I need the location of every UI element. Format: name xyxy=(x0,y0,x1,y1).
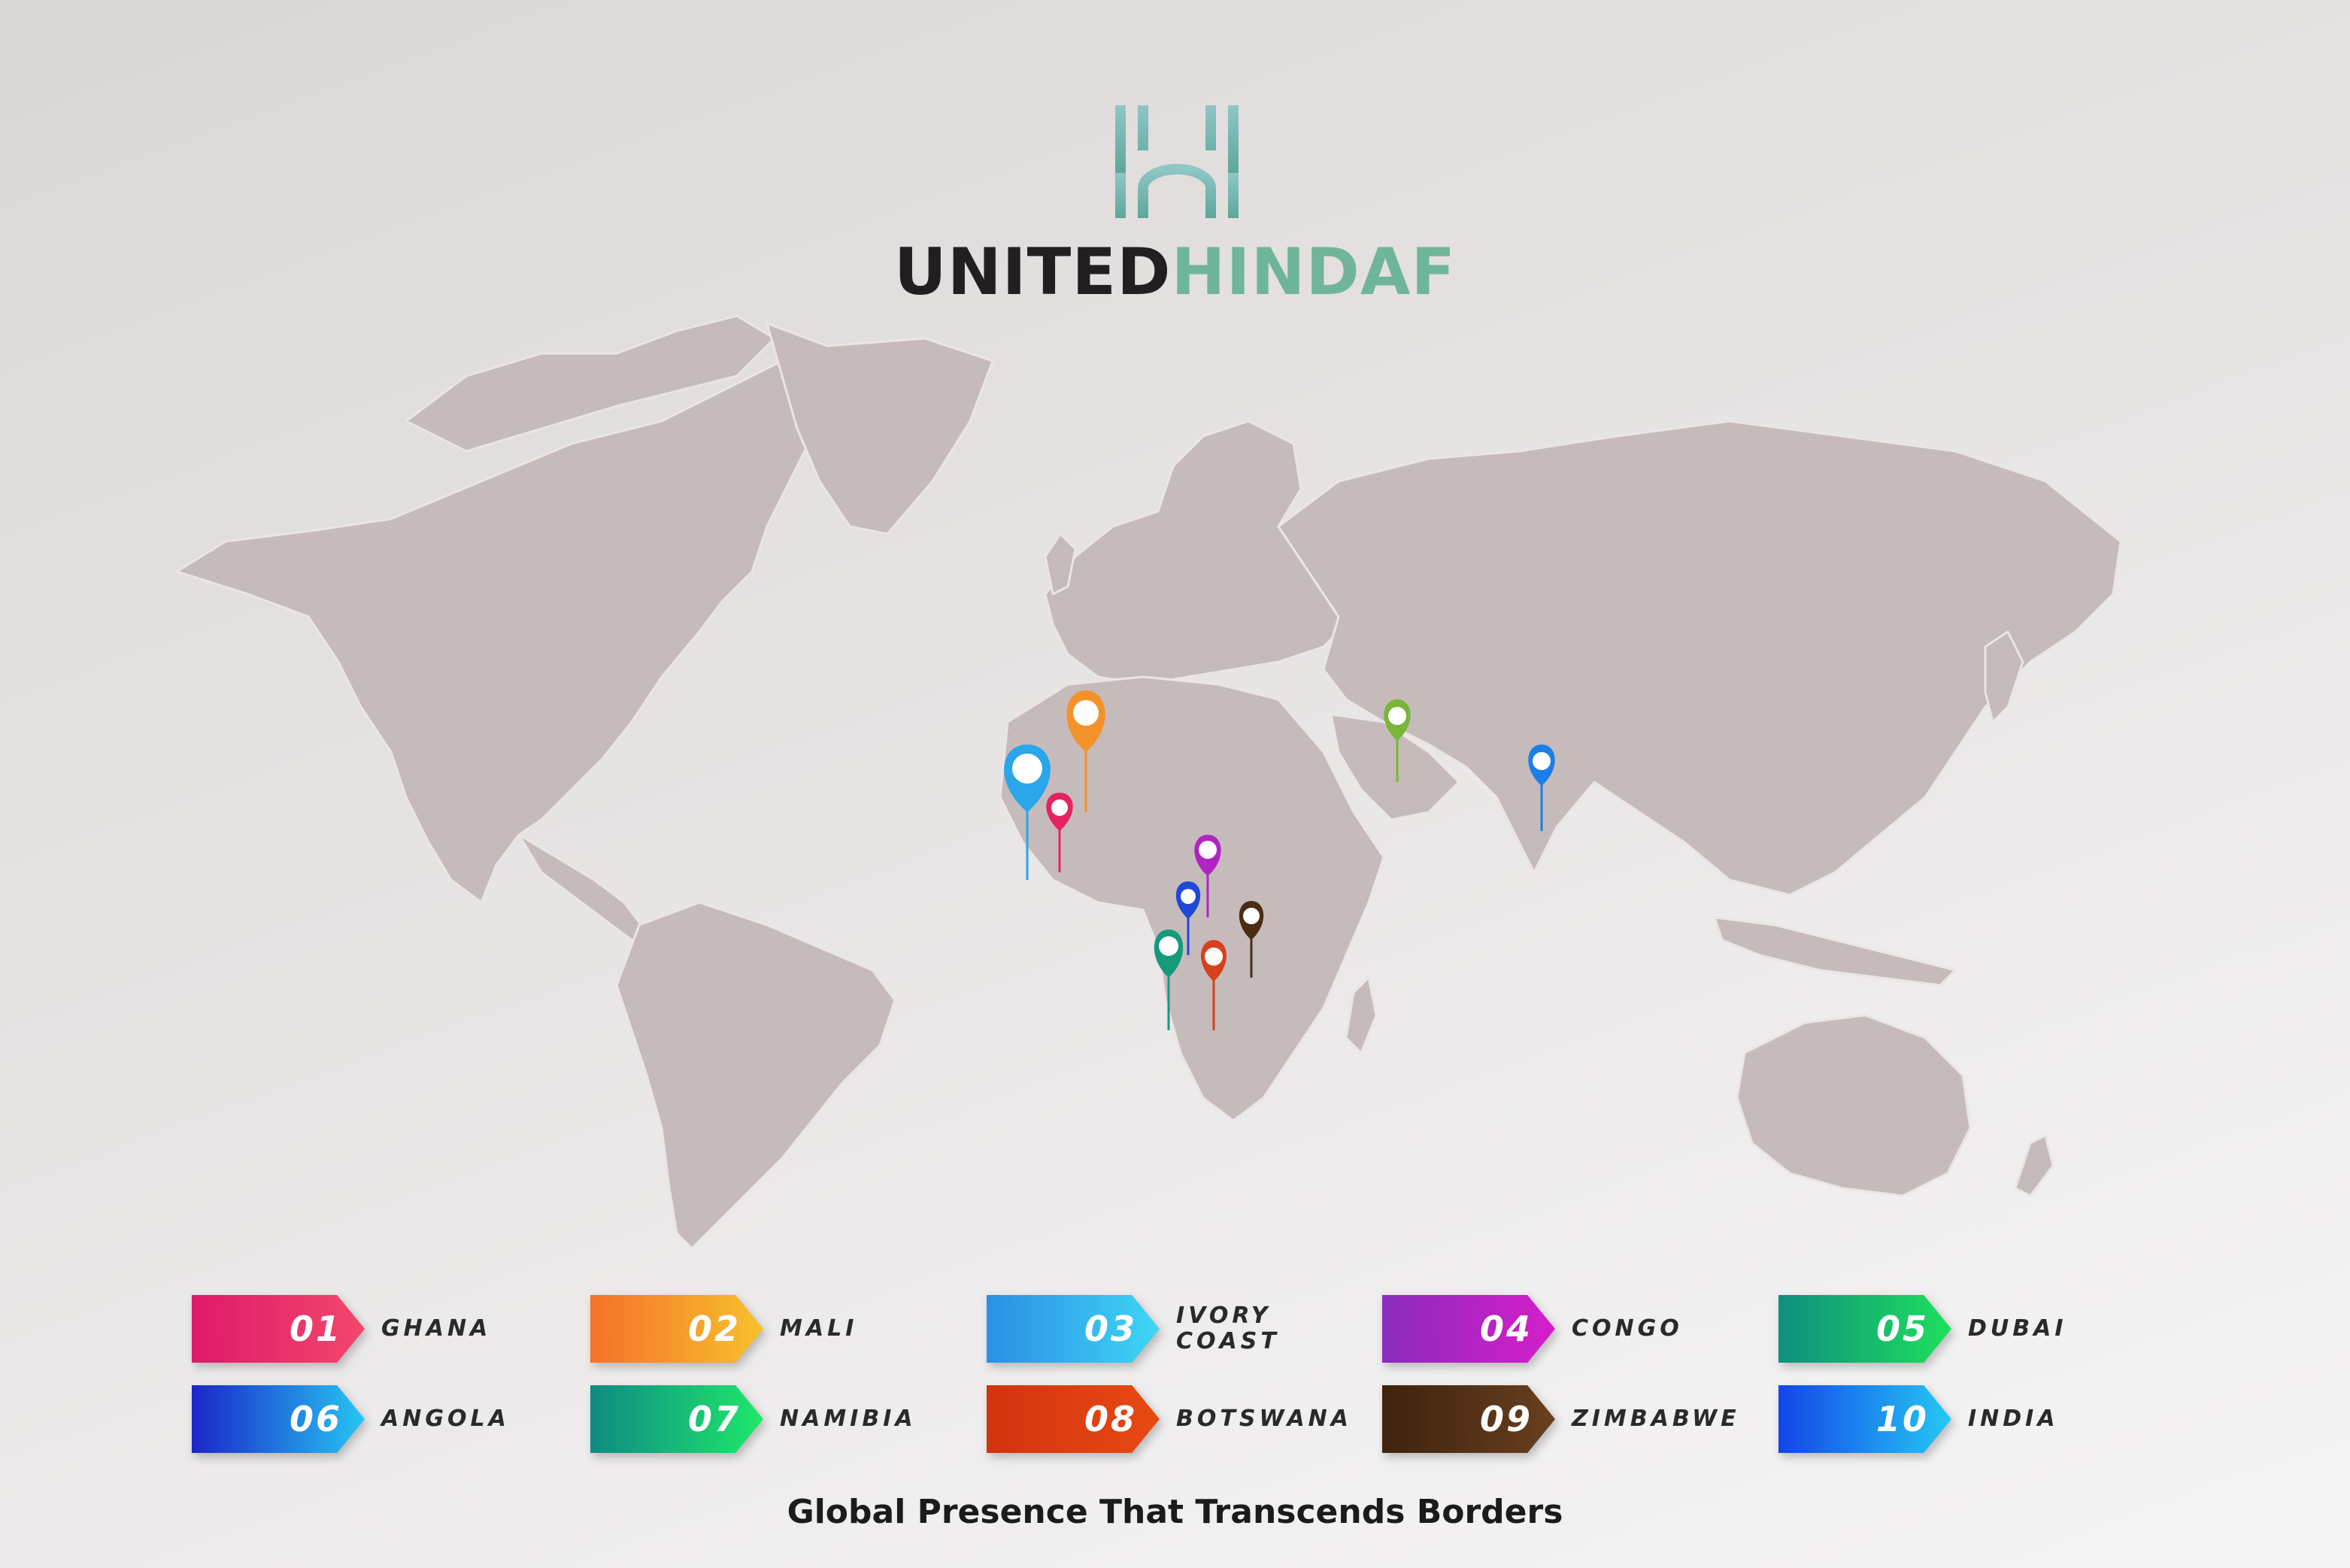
continent-asia xyxy=(1277,420,2122,896)
legend-tag xyxy=(1382,1295,1555,1363)
pin-ivory-coast[interactable] xyxy=(1004,745,1051,880)
legend-country: MALI xyxy=(780,1315,858,1342)
legend-country: GHANA xyxy=(381,1315,492,1342)
legend-number: 02 xyxy=(687,1309,741,1349)
region-indonesia xyxy=(1713,916,1957,987)
island-japan xyxy=(1984,630,2024,723)
pin-namibia[interactable] xyxy=(1154,930,1184,1030)
continent-greenland xyxy=(766,322,994,535)
brand-name-part1: UNITED xyxy=(893,235,1172,310)
pin-angola[interactable] xyxy=(1175,881,1201,955)
legend-tag xyxy=(987,1385,1160,1453)
legend-number: 04 xyxy=(1479,1309,1533,1349)
brand-name-part2: HINDAF xyxy=(1171,235,1457,310)
legend-number: 06 xyxy=(289,1399,342,1439)
legend-country: DUBAI xyxy=(1968,1315,2067,1342)
island-madagascar xyxy=(1345,976,1378,1054)
legend-number: 09 xyxy=(1479,1399,1533,1439)
pin-dubai[interactable] xyxy=(1384,699,1411,782)
brand-logo-icon xyxy=(1115,105,1239,218)
legend-country: ANGOLA xyxy=(381,1406,510,1432)
legend-row-2: 06 ANGOLA 07 NAMIBIA 08 BOTSWANA 09 ZIMB… xyxy=(0,1385,2350,1453)
legend-country: ZIMBABWE xyxy=(1572,1406,1740,1432)
legend-number: 08 xyxy=(1084,1399,1137,1439)
legend-number: 07 xyxy=(687,1399,741,1439)
world-map xyxy=(175,314,2122,1250)
pin-zimbabwe[interactable] xyxy=(1239,901,1264,978)
legend-number: 05 xyxy=(1875,1309,1929,1349)
legend-tag xyxy=(192,1295,365,1363)
legend-tag xyxy=(192,1385,365,1453)
pin-congo[interactable] xyxy=(1194,835,1221,917)
legend-country: CONGO xyxy=(1572,1315,1683,1342)
island-britain xyxy=(1044,532,1077,596)
pin-ghana[interactable] xyxy=(1046,793,1073,872)
legend-country: BOTSWANA xyxy=(1176,1406,1353,1432)
legend-row-1: 01 GHANA 02 MALI 03 IVORY COAST 04 CONGO… xyxy=(0,1295,2350,1363)
pin-india[interactable] xyxy=(1528,745,1555,831)
legend-tag xyxy=(1778,1295,1951,1363)
legend-tag xyxy=(987,1295,1160,1363)
continent-south-america xyxy=(615,901,896,1250)
tagline: Global Presence That Transcends Borders xyxy=(787,1493,1563,1531)
legend-country: IVORY COAST xyxy=(1176,1303,1280,1354)
legend-tag xyxy=(590,1385,763,1453)
continent-central-america xyxy=(517,833,648,942)
legend-number: 10 xyxy=(1875,1399,1929,1439)
pin-mali[interactable] xyxy=(1066,690,1105,812)
brand-name: UNITEDHINDAF xyxy=(0,235,2350,310)
legend-country: NAMIBIA xyxy=(780,1406,917,1432)
island-new-zealand xyxy=(2014,1134,2054,1197)
legend-number: 03 xyxy=(1084,1309,1137,1349)
continent-australia xyxy=(1736,1014,1972,1197)
legend-tag xyxy=(590,1295,763,1363)
legend-country: INDIA xyxy=(1968,1406,2059,1432)
legend-number: 01 xyxy=(289,1309,342,1349)
continent-north-america xyxy=(175,352,859,904)
legend-tag xyxy=(1778,1385,1951,1453)
legend-tag xyxy=(1382,1385,1555,1453)
pin-botswana[interactable] xyxy=(1201,940,1227,1030)
